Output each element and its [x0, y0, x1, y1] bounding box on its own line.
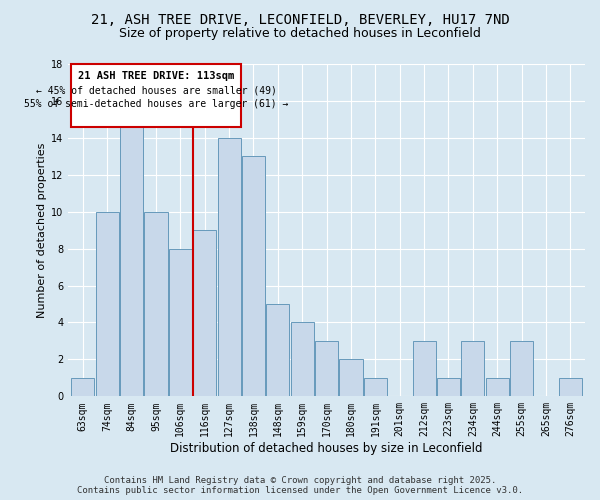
Bar	[71, 64, 241, 127]
Bar	[340, 360, 362, 397]
Text: ← 45% of detached houses are smaller (49): ← 45% of detached houses are smaller (49…	[35, 85, 277, 95]
Bar	[364, 378, 387, 396]
Bar	[218, 138, 241, 396]
Y-axis label: Number of detached properties: Number of detached properties	[37, 142, 47, 318]
Bar	[71, 378, 94, 396]
Bar	[413, 341, 436, 396]
Text: 21, ASH TREE DRIVE, LECONFIELD, BEVERLEY, HU17 7ND: 21, ASH TREE DRIVE, LECONFIELD, BEVERLEY…	[91, 12, 509, 26]
Bar	[461, 341, 484, 396]
Bar	[315, 341, 338, 396]
Text: Size of property relative to detached houses in Leconfield: Size of property relative to detached ho…	[119, 28, 481, 40]
Bar	[485, 378, 509, 396]
Text: 55% of semi-detached houses are larger (61) →: 55% of semi-detached houses are larger (…	[24, 99, 288, 109]
Bar	[290, 322, 314, 396]
Bar	[193, 230, 217, 396]
Bar	[559, 378, 582, 396]
Bar	[242, 156, 265, 396]
Bar	[437, 378, 460, 396]
Bar	[120, 120, 143, 396]
Bar	[266, 304, 289, 396]
Bar	[169, 248, 192, 396]
Bar	[95, 212, 119, 396]
Bar	[145, 212, 167, 396]
Text: 21 ASH TREE DRIVE: 113sqm: 21 ASH TREE DRIVE: 113sqm	[78, 72, 234, 82]
X-axis label: Distribution of detached houses by size in Leconfield: Distribution of detached houses by size …	[170, 442, 483, 455]
Bar	[510, 341, 533, 396]
Text: Contains HM Land Registry data © Crown copyright and database right 2025.
Contai: Contains HM Land Registry data © Crown c…	[77, 476, 523, 495]
